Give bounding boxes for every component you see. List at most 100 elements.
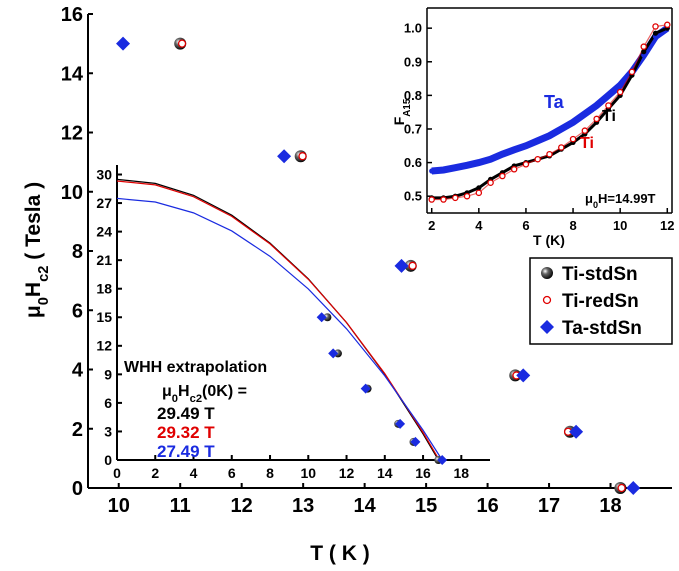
marker [488, 156, 494, 162]
marker [628, 68, 636, 76]
x-tick-label: 6 [228, 465, 236, 481]
y-tick-label: 15 [96, 309, 112, 325]
marker [510, 166, 518, 173]
marker [534, 155, 541, 163]
x-tick-label: 12 [339, 465, 355, 481]
marker [487, 179, 494, 187]
marker [410, 436, 421, 447]
marker [323, 313, 332, 322]
marker [558, 126, 564, 132]
marker [408, 261, 417, 270]
annotation-part: μ [585, 191, 593, 206]
marker [395, 418, 406, 429]
y-tick-label: 4 [72, 360, 84, 382]
marker [617, 483, 626, 493]
legend-label: Ti-stdSn [562, 264, 638, 285]
marker [428, 196, 435, 203]
marker [511, 147, 517, 153]
curve [431, 24, 668, 201]
x-tick-label: 8 [569, 218, 576, 233]
y-tick-label: 0 [72, 478, 83, 500]
series-label: Ta [544, 92, 565, 112]
x-tick-label: 12 [660, 218, 674, 233]
legend-marker [540, 320, 554, 334]
x-tick-label: 6 [522, 218, 529, 233]
curve [116, 197, 443, 461]
marker [558, 144, 565, 151]
y-tick-label: 24 [96, 224, 112, 240]
marker [464, 162, 470, 168]
marker [570, 119, 576, 125]
y-tick-label: 16 [61, 4, 83, 26]
marker [594, 102, 600, 109]
y-tick-label: 0.6 [404, 155, 422, 170]
annotation-part: μ [162, 383, 172, 400]
y-tick-label: 30 [96, 166, 112, 182]
marker [516, 368, 531, 383]
legend-marker [541, 267, 553, 279]
annotation: 29.49 T [157, 404, 215, 423]
marker [328, 348, 339, 359]
y-tick-label: 0.5 [404, 189, 422, 204]
x-tick-label: 8 [266, 465, 274, 481]
annotation: 27.49 T [157, 442, 215, 461]
annotation: WHH extrapolation [124, 359, 267, 376]
marker [429, 168, 435, 174]
legend-label: Ti-redSn [562, 291, 639, 312]
x-tick-label: 16 [476, 495, 498, 517]
y-tick-label: 18 [96, 281, 112, 297]
marker [394, 258, 409, 273]
marker [593, 115, 600, 123]
y-tick-label: 6 [72, 300, 83, 322]
annotation-part: H [178, 383, 190, 400]
marker [440, 167, 447, 173]
x-tick-label: 18 [599, 495, 621, 517]
y-tick-label: 0 [104, 452, 112, 468]
y-tick-label: 9 [104, 366, 112, 382]
marker [475, 189, 483, 197]
y-tick-label: 10 [61, 182, 83, 204]
y-axis-label-part: F [391, 116, 407, 125]
marker [523, 143, 529, 149]
marker [605, 102, 612, 109]
x-tick-label: 4 [475, 218, 483, 233]
y-tick-label: 8 [72, 241, 83, 263]
marker [616, 88, 624, 96]
x-tick-label: 18 [454, 465, 470, 481]
marker [522, 161, 530, 168]
y-axis-label: μ0Hc2 ( Tesla ) [22, 182, 52, 318]
annotation-part: 0 [172, 393, 178, 405]
y-tick-label: 3 [104, 423, 112, 439]
x-tick-label: 14 [377, 465, 393, 481]
marker [476, 185, 482, 191]
y-tick-label: 0.9 [404, 54, 422, 69]
y-tick-label: 27 [96, 195, 112, 211]
legend-box [529, 257, 673, 345]
marker [437, 455, 448, 465]
marker [499, 172, 506, 180]
marker [641, 49, 647, 55]
y-axis-label-part: μ [22, 305, 45, 318]
y-axis-label-part: c2 [36, 266, 52, 282]
annotation-part: H=14.99T [598, 191, 656, 206]
x-axis-label: T (K) [533, 232, 565, 248]
marker [626, 481, 641, 495]
x-axis-label: T ( K ) [310, 542, 369, 565]
x-tick-label: 12 [231, 495, 253, 517]
x-tick-label: 10 [108, 495, 130, 517]
series-label: Ti [580, 135, 594, 152]
marker [640, 43, 647, 50]
y-axis-label-part: 0 [36, 297, 52, 305]
marker [298, 152, 307, 161]
x-tick-label: 15 [415, 495, 437, 517]
marker [546, 133, 553, 139]
y-axis-label: FA15 [391, 98, 413, 125]
y-tick-label: 1.0 [404, 21, 422, 36]
y-axis-label-part: A15 [402, 98, 413, 117]
x-tick-label: 2 [428, 218, 435, 233]
curve [431, 26, 668, 200]
marker [463, 192, 471, 200]
x-tick-label: 10 [613, 218, 627, 233]
x-tick-label: 13 [292, 495, 314, 517]
marker [452, 165, 458, 171]
